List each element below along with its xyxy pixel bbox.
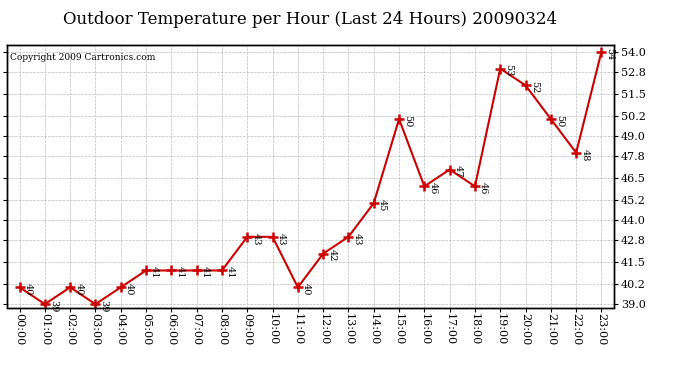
Text: 43: 43 <box>277 232 286 245</box>
Text: 45: 45 <box>378 199 387 211</box>
Text: 41: 41 <box>226 266 235 279</box>
Text: 39: 39 <box>49 300 58 312</box>
Text: Outdoor Temperature per Hour (Last 24 Hours) 20090324: Outdoor Temperature per Hour (Last 24 Ho… <box>63 11 558 28</box>
Text: Copyright 2009 Cartronics.com: Copyright 2009 Cartronics.com <box>10 53 155 62</box>
Text: 40: 40 <box>23 283 32 296</box>
Text: 39: 39 <box>99 300 108 312</box>
Text: 41: 41 <box>150 266 159 279</box>
Text: 41: 41 <box>201 266 210 279</box>
Text: 43: 43 <box>251 232 260 245</box>
Text: 40: 40 <box>125 283 134 296</box>
Text: 54: 54 <box>606 48 615 60</box>
Text: 41: 41 <box>175 266 184 279</box>
Text: 43: 43 <box>353 232 362 245</box>
Text: 40: 40 <box>302 283 311 296</box>
Text: 52: 52 <box>530 81 539 94</box>
Text: 46: 46 <box>428 182 437 195</box>
Text: 46: 46 <box>479 182 488 195</box>
Text: 48: 48 <box>580 148 589 161</box>
Text: 42: 42 <box>327 249 336 262</box>
Text: 40: 40 <box>75 283 83 296</box>
Text: 47: 47 <box>454 165 463 178</box>
Text: 53: 53 <box>504 64 513 77</box>
Text: 50: 50 <box>555 115 564 127</box>
Text: 50: 50 <box>403 115 412 127</box>
